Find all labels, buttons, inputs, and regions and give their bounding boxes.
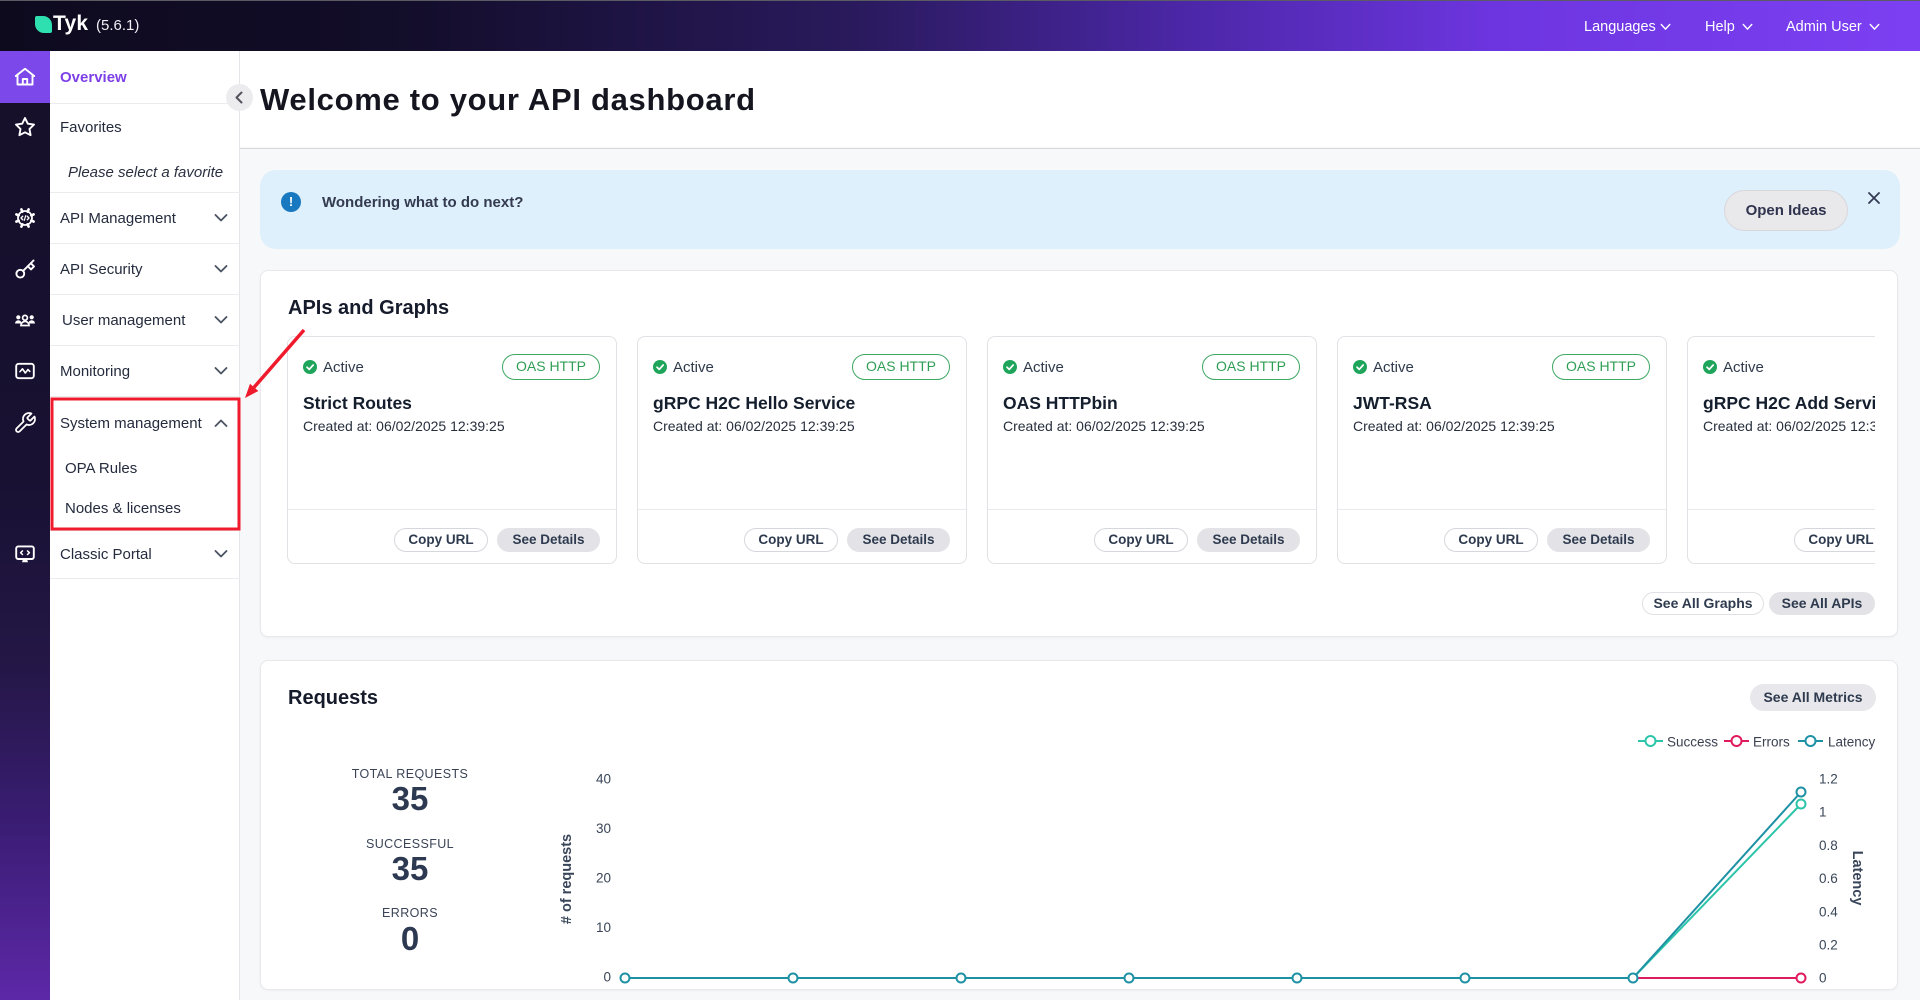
svg-text:Latency: Latency <box>1849 851 1865 906</box>
svg-text:40: 40 <box>596 772 611 787</box>
svg-text:10: 10 <box>596 920 611 935</box>
svg-text:0.6: 0.6 <box>1819 871 1838 886</box>
svg-text:0.4: 0.4 <box>1819 905 1838 920</box>
svg-text:20: 20 <box>596 871 611 886</box>
svg-text:Success: Success <box>1667 735 1718 750</box>
svg-text:# of requests: # of requests <box>559 834 575 924</box>
svg-text:1: 1 <box>1819 805 1827 820</box>
svg-text:1.2: 1.2 <box>1819 772 1838 787</box>
svg-text:0: 0 <box>603 970 611 985</box>
svg-text:Errors: Errors <box>1753 735 1790 750</box>
svg-text:30: 30 <box>596 821 611 836</box>
svg-text:0: 0 <box>1819 971 1827 986</box>
svg-text:0.2: 0.2 <box>1819 938 1838 953</box>
svg-text:0.8: 0.8 <box>1819 838 1838 853</box>
svg-text:Latency: Latency <box>1828 735 1876 750</box>
